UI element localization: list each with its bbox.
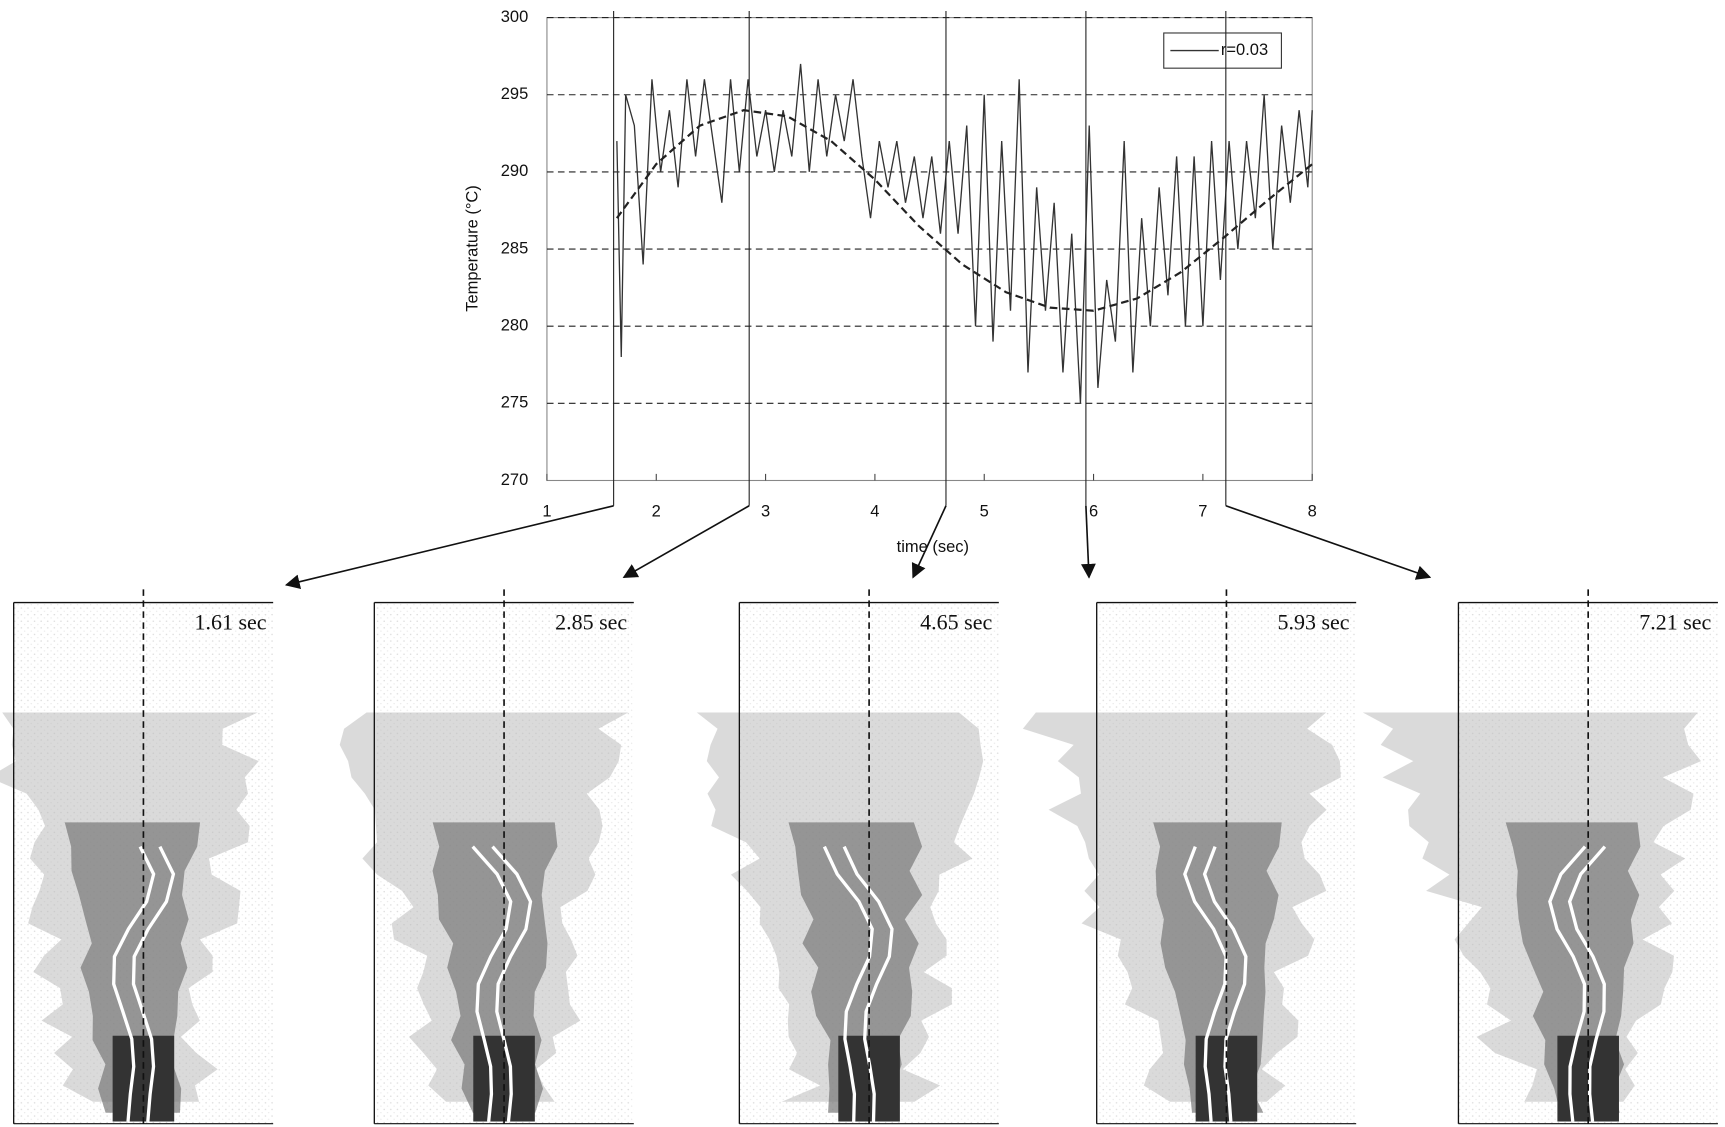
y-tick-label: 270 [501,471,529,489]
panel-time-label: 7.21 sec [1639,610,1711,635]
x-tick-label: 4 [870,503,879,521]
x-tick-label: 3 [761,503,770,521]
x-tick-label: 1 [542,503,551,521]
arrow [911,505,947,579]
shear-layer [1548,845,1587,1122]
flame-panel: 2.85 sec [339,589,634,1125]
flame-panel: 5.93 sec [1022,589,1357,1125]
y-tick-label: 285 [501,239,529,257]
legend-box [1163,32,1282,69]
y-tick-label: 280 [501,317,529,335]
shear-layer [1567,845,1607,1122]
arrow [1081,505,1096,579]
arrow [622,505,750,578]
shear-layer [471,845,513,1122]
arrow [284,504,614,590]
flame-panel: 1.61 sec [0,589,274,1125]
shear-layer [112,845,156,1122]
shear-layer [131,845,176,1122]
flame-panel: 7.21 sec [1362,589,1718,1125]
series-line [616,63,1313,404]
x-axis-label: time (sec) [897,538,969,556]
x-tick-label: 8 [1308,503,1317,521]
panel-time-label: 1.61 sec [195,610,267,635]
shear-layer [822,845,874,1122]
series-line [615,109,1313,312]
y-axis-label: Temperature (°C) [464,185,482,312]
arrow [1225,504,1432,580]
y-tick-label: 295 [501,85,529,103]
panel-time-label: 2.85 sec [555,610,627,635]
shear-layer [491,845,533,1122]
y-tick-label: 275 [501,394,529,412]
shear-layer [1183,846,1228,1122]
panel-time-label: 5.93 sec [1278,610,1350,635]
x-tick-label: 6 [1089,503,1098,521]
x-tick-label: 2 [652,503,661,521]
flame-panel: 4.65 sec [696,589,999,1125]
panel-time-label: 4.65 sec [920,610,992,635]
legend-label: r=0.03 [1221,41,1268,59]
y-tick-label: 300 [501,8,529,26]
y-tick-label: 290 [501,162,529,180]
x-tick-label: 5 [980,503,989,521]
shear-layer [842,845,894,1122]
x-tick-label: 7 [1198,503,1207,521]
